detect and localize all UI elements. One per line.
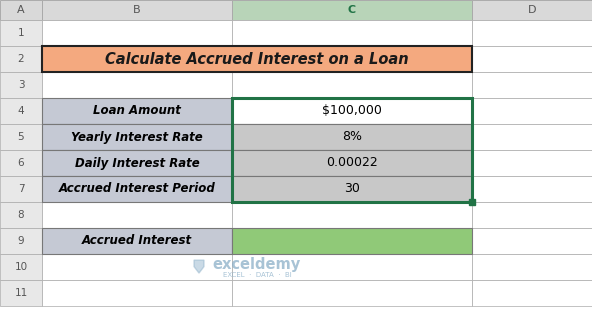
Bar bbox=[42, 124, 232, 150]
Bar bbox=[42, 98, 232, 124]
Text: 4: 4 bbox=[18, 106, 24, 116]
Text: Yearly Interest Rate: Yearly Interest Rate bbox=[71, 130, 203, 143]
Bar bbox=[472, 20, 592, 46]
Text: 11: 11 bbox=[14, 288, 28, 298]
Bar bbox=[0, 150, 42, 176]
Bar bbox=[472, 124, 592, 150]
Bar bbox=[42, 150, 232, 176]
Bar bbox=[42, 20, 232, 46]
Text: C: C bbox=[348, 5, 356, 15]
Text: 6: 6 bbox=[18, 158, 24, 168]
Bar bbox=[0, 46, 42, 72]
Bar bbox=[42, 72, 232, 98]
Text: Daily Interest Rate: Daily Interest Rate bbox=[75, 156, 200, 169]
Bar bbox=[42, 150, 232, 176]
Bar bbox=[42, 228, 232, 254]
Polygon shape bbox=[194, 260, 204, 273]
Text: $100,000: $100,000 bbox=[322, 105, 382, 117]
Text: EXCEL  ·  DATA  ·  BI: EXCEL · DATA · BI bbox=[223, 272, 291, 278]
Bar bbox=[0, 20, 42, 46]
Text: 8: 8 bbox=[18, 210, 24, 220]
Bar bbox=[232, 98, 472, 202]
Text: Accrued Interest: Accrued Interest bbox=[82, 234, 192, 247]
Text: Accrued Interest Period: Accrued Interest Period bbox=[59, 183, 215, 196]
Text: 1: 1 bbox=[18, 28, 24, 38]
Text: 0.00022: 0.00022 bbox=[326, 156, 378, 169]
Bar bbox=[232, 124, 472, 150]
Bar bbox=[0, 72, 42, 98]
Text: 8%: 8% bbox=[342, 130, 362, 143]
Text: D: D bbox=[527, 5, 536, 15]
Bar bbox=[42, 98, 232, 124]
Bar bbox=[232, 202, 472, 228]
Bar bbox=[42, 46, 232, 72]
Bar bbox=[232, 0, 472, 20]
Bar bbox=[0, 202, 42, 228]
Bar bbox=[42, 202, 232, 228]
Bar bbox=[42, 228, 232, 254]
Bar bbox=[232, 228, 472, 254]
Bar bbox=[0, 0, 42, 20]
Text: 10: 10 bbox=[14, 262, 28, 272]
Text: A: A bbox=[17, 5, 25, 15]
Bar bbox=[232, 98, 472, 124]
Bar bbox=[232, 228, 472, 254]
Bar bbox=[0, 228, 42, 254]
Bar bbox=[0, 254, 42, 280]
Bar bbox=[42, 46, 472, 72]
Text: B: B bbox=[133, 5, 141, 15]
Bar bbox=[232, 176, 472, 202]
Bar bbox=[472, 150, 592, 176]
Text: 9: 9 bbox=[18, 236, 24, 246]
Bar bbox=[0, 176, 42, 202]
Text: Calculate Accrued Interest on a Loan: Calculate Accrued Interest on a Loan bbox=[105, 52, 409, 66]
Text: 3: 3 bbox=[18, 80, 24, 90]
Bar bbox=[232, 150, 472, 176]
Text: Loan Amount: Loan Amount bbox=[93, 105, 181, 117]
Bar bbox=[232, 98, 472, 124]
Bar bbox=[42, 254, 232, 280]
Bar bbox=[469, 199, 475, 205]
Bar bbox=[472, 228, 592, 254]
Bar bbox=[232, 254, 472, 280]
Bar bbox=[232, 176, 472, 202]
Bar bbox=[472, 72, 592, 98]
Bar bbox=[232, 150, 472, 176]
Bar bbox=[232, 72, 472, 98]
Bar bbox=[472, 254, 592, 280]
Text: 7: 7 bbox=[18, 184, 24, 194]
Bar bbox=[42, 176, 232, 202]
Bar bbox=[472, 0, 592, 20]
Bar bbox=[472, 202, 592, 228]
Bar bbox=[0, 280, 42, 306]
Bar bbox=[42, 124, 232, 150]
Bar bbox=[232, 46, 472, 72]
Bar bbox=[232, 20, 472, 46]
Bar bbox=[42, 176, 232, 202]
Bar bbox=[472, 46, 592, 72]
Bar bbox=[472, 176, 592, 202]
Bar bbox=[42, 0, 232, 20]
Bar bbox=[0, 98, 42, 124]
Text: exceldemy: exceldemy bbox=[213, 257, 301, 272]
Bar bbox=[0, 124, 42, 150]
Bar bbox=[232, 280, 472, 306]
Bar bbox=[232, 124, 472, 150]
Bar bbox=[472, 280, 592, 306]
Bar bbox=[42, 280, 232, 306]
Text: 5: 5 bbox=[18, 132, 24, 142]
Bar bbox=[472, 98, 592, 124]
Text: 2: 2 bbox=[18, 54, 24, 64]
Text: 30: 30 bbox=[344, 183, 360, 196]
